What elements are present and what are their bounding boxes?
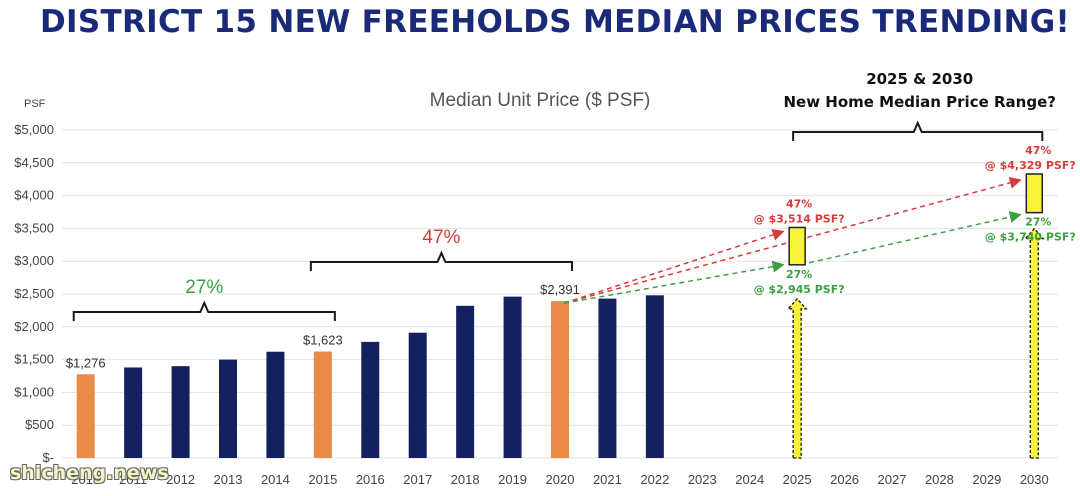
x-tick-label: 2024 — [735, 472, 764, 487]
chart-title: Median Unit Price ($ PSF) — [430, 90, 651, 111]
x-tick-label: 2021 — [593, 472, 622, 487]
bar-2014 — [266, 351, 285, 458]
x-tick-label: 2016 — [356, 472, 385, 487]
y-tick-label: $2,500 — [14, 286, 54, 301]
bar-2021 — [598, 298, 617, 458]
growth-27pct-bracket — [72, 300, 336, 321]
x-tick-label: 2013 — [214, 472, 243, 487]
y-tick-label: $4,500 — [14, 155, 54, 170]
data-label-2015: $1,623 — [303, 333, 343, 348]
arrow-2020-2025-high — [563, 229, 785, 304]
high-label-2030: @ $4,329 PSF? — [985, 159, 1076, 172]
x-tick-label: 2018 — [451, 472, 480, 487]
data-label-2020: $2,391 — [540, 282, 580, 297]
x-tick-label: 2026 — [830, 472, 859, 487]
bar-2020 — [551, 301, 569, 458]
x-tick-label: 2012 — [166, 472, 195, 487]
slide-headline: DISTRICT 15 NEW FREEHOLDS MEDIAN PRICES … — [40, 4, 1070, 40]
growth-27pct-label: 27% — [185, 277, 223, 298]
bar-2018 — [456, 305, 475, 458]
low-label-2025: @ $2,945 PSF? — [754, 283, 845, 296]
arrow-2020-2025-low — [563, 260, 785, 304]
x-tick-label: 2028 — [925, 472, 954, 487]
bar-2017 — [408, 332, 427, 458]
x-tick-label: 2019 — [498, 472, 527, 487]
y-tick-label: $5,000 — [14, 122, 54, 137]
growth-arrow-2030 — [1023, 227, 1045, 459]
y-tick-label: $- — [42, 450, 54, 465]
high-label-2025: @ $3,514 PSF? — [754, 212, 845, 225]
x-tick-label: 2023 — [688, 472, 717, 487]
bar-2022 — [645, 295, 664, 458]
range-box-2030 — [1025, 173, 1044, 214]
projection-heading-line1: 2025 & 2030 — [866, 70, 973, 88]
y-axis-label: PSF — [24, 98, 46, 110]
high-pct-2030: 47% — [1025, 144, 1051, 157]
x-tick-label: 2022 — [640, 472, 669, 487]
bar-2012 — [171, 366, 190, 458]
data-label-2010: $1,276 — [66, 355, 106, 370]
site-watermark: shicheng.news — [10, 462, 169, 484]
x-tick-label: 2030 — [1020, 472, 1049, 487]
bar-2016 — [361, 341, 380, 458]
x-tick-label: 2027 — [878, 472, 907, 487]
x-tick-label: 2025 — [783, 472, 812, 487]
y-tick-label: $500 — [25, 417, 54, 432]
bar-2019 — [503, 296, 522, 458]
y-tick-label: $1,000 — [14, 384, 54, 399]
bar-2015 — [313, 351, 332, 458]
x-tick-label: 2017 — [403, 472, 432, 487]
x-tick-label: 2020 — [546, 472, 575, 487]
bar-2011 — [124, 367, 143, 458]
y-tick-label: $3,500 — [14, 220, 54, 235]
bar-2013 — [219, 359, 237, 458]
x-tick-label: 2029 — [972, 472, 1001, 487]
bar-2010 — [76, 374, 95, 458]
high-pct-2025: 47% — [786, 197, 812, 210]
arrow-2025-2030-low — [808, 211, 1022, 264]
y-tick-label: $1,500 — [14, 352, 54, 367]
y-tick-label: $4,000 — [14, 188, 54, 203]
growth-arrow-2025 — [786, 297, 808, 459]
x-tick-label: 2011 — [119, 472, 147, 487]
range-box-2025 — [788, 226, 806, 266]
x-tick-label: 2010 — [71, 472, 100, 487]
projection-heading-line2: New Home Median Price Range? — [783, 93, 1055, 111]
x-tick-label: 2015 — [308, 472, 337, 487]
growth-47pct-label: 47% — [422, 227, 460, 248]
y-tick-label: $3,000 — [14, 253, 54, 268]
growth-47pct-bracket — [309, 250, 573, 271]
low-pct-2025: 27% — [786, 268, 812, 281]
projection-bracket — [792, 120, 1044, 141]
y-tick-label: $2,000 — [14, 319, 54, 334]
x-tick-label: 2014 — [261, 472, 290, 487]
low-label-2030: @ $3,740 PSF? — [985, 231, 1076, 244]
low-pct-2030: 27% — [1025, 216, 1051, 229]
